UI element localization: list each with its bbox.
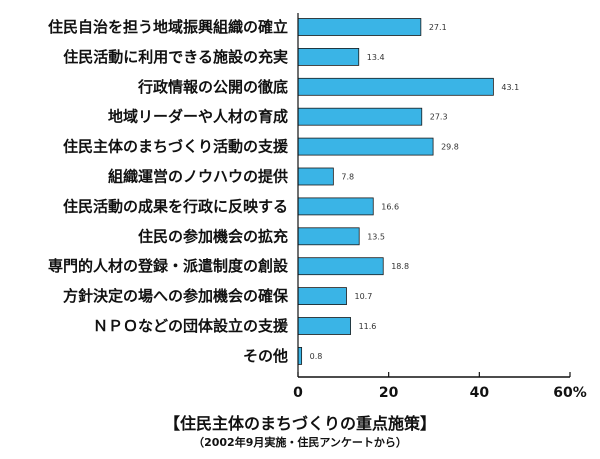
bar	[297, 317, 351, 335]
value-labels: 27.1 13.4 43.1 27.3 29.8 7.8 16.6 13.5 18.8 10.7 1…	[310, 23, 520, 361]
bar	[297, 257, 384, 276]
value-label: 29.8	[441, 143, 459, 152]
category-label: 住民主体のまちづくり活動の支援	[63, 138, 289, 156]
value-label: 13.4	[367, 53, 385, 62]
category-labels: 住民自治を担う地域振興組織の確立住民活動に利用できる施設の充実行政情報の公開の徹…	[48, 18, 289, 365]
x-tick-label: 0	[293, 385, 303, 401]
bar	[297, 167, 334, 186]
value-label: 43.1	[501, 83, 519, 92]
chart-subtitle: （2002年9月実施・住民アンケートから）	[193, 436, 407, 449]
category-label: 地域リーダーや人材の育成	[108, 108, 288, 126]
category-label: 住民活動に利用できる施設の充実	[63, 48, 288, 66]
value-label: 27.1	[429, 23, 447, 32]
value-label: 18.8	[391, 262, 409, 271]
value-label: 13.5	[367, 232, 385, 241]
bar	[297, 77, 494, 96]
bar	[297, 287, 347, 306]
bar	[297, 227, 360, 246]
bar	[297, 48, 360, 66]
value-label: 7.8	[341, 173, 354, 182]
value-label: 10.7	[355, 292, 373, 301]
value-label: 11.6	[359, 322, 377, 331]
category-label: その他	[243, 347, 288, 365]
x-tick-label: 20	[379, 385, 399, 401]
value-label: 16.6	[381, 202, 399, 211]
x-axis: 0 20 40 60%	[293, 13, 587, 401]
category-label: 行政情報の公開の徹底	[137, 78, 288, 96]
category-label: ＮＰＯなどの団体設立の支援	[93, 317, 289, 335]
value-label: 0.8	[310, 352, 323, 361]
x-tick-label: 40	[470, 385, 490, 401]
bar	[297, 107, 423, 126]
category-label: 組織運営のノウハウの提供	[108, 168, 288, 186]
chart-title: 【住民主体のまちづくりの重点施策】	[163, 414, 436, 433]
bar	[297, 18, 422, 36]
category-label: 方針決定の場への参加機会の確保	[63, 287, 289, 305]
category-label: 住民活動の成果を行政に反映する	[63, 197, 288, 215]
category-label: 専門的人材の登録・派遣制度の創設	[48, 257, 289, 275]
bar	[297, 137, 434, 156]
bars	[297, 18, 494, 365]
value-label: 27.3	[430, 113, 448, 122]
category-label: 住民の参加機会の拡充	[138, 227, 288, 245]
x-tick-label: 60%	[553, 385, 587, 401]
bar	[297, 197, 374, 216]
category-label: 住民自治を担う地域振興組織の確立	[48, 18, 288, 36]
